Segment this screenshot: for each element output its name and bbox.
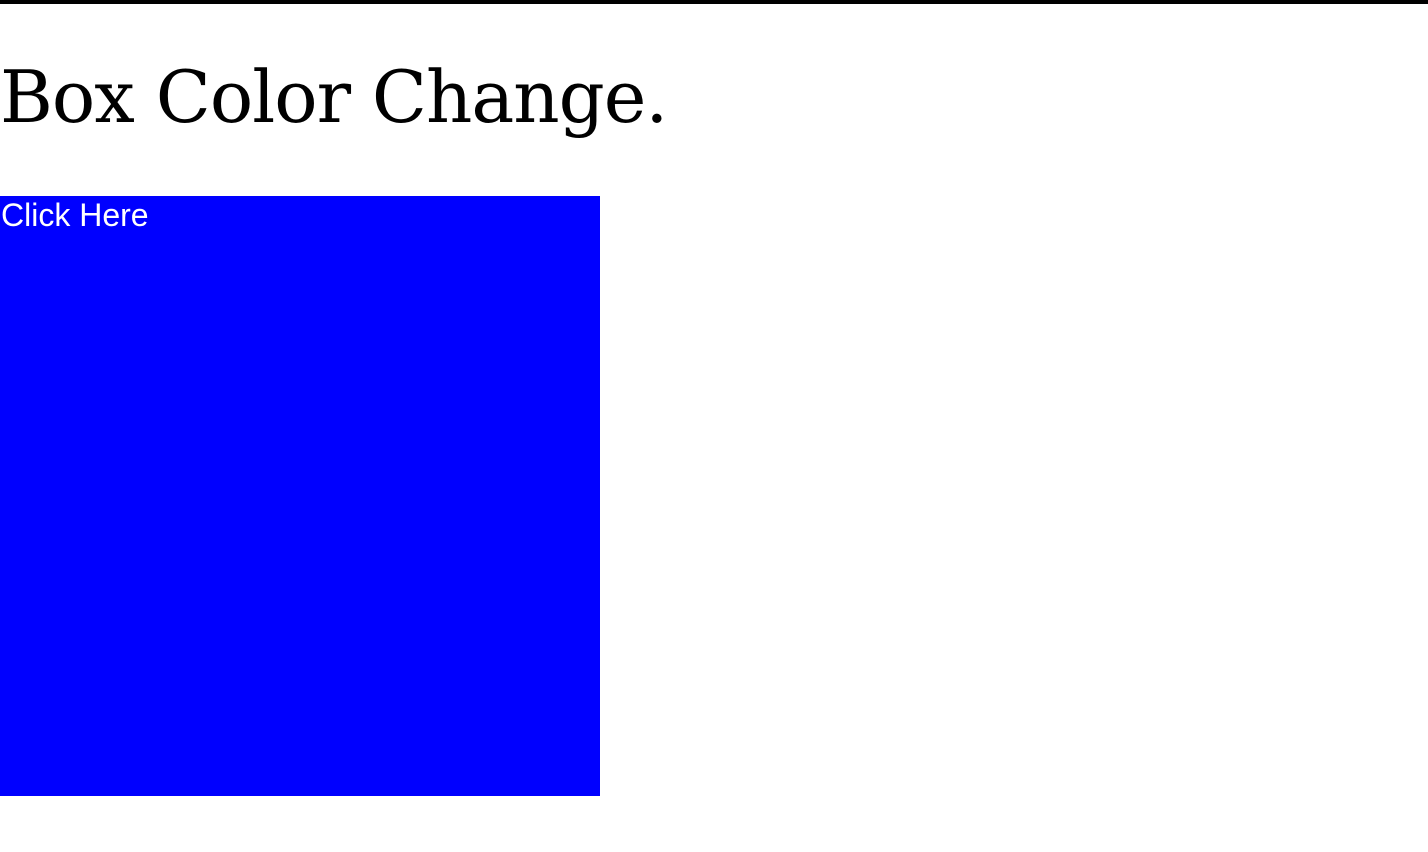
top-divider — [0, 0, 1428, 4]
page-title: Box Color Change. — [0, 55, 668, 139]
color-box-label: Click Here — [1, 197, 149, 233]
color-change-box[interactable]: Click Here — [0, 196, 600, 796]
